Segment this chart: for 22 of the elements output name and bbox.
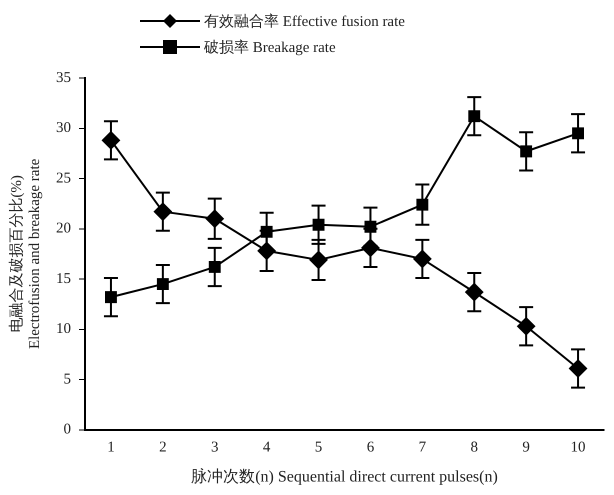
x-tick-label: 7: [418, 440, 427, 456]
x-axis-title: 脉冲次数(n) Sequential direct current pulses(n): [191, 468, 498, 486]
x-tick-label: 6: [366, 440, 375, 456]
y-tick-label: 35: [56, 70, 71, 86]
y-tick-label: 30: [56, 120, 71, 136]
x-tick-label: 9: [522, 440, 530, 456]
y-tick-label: 25: [56, 170, 71, 186]
x-tick-label: 10: [570, 440, 586, 456]
y-tick-label: 5: [64, 371, 71, 388]
x-tick-label: 1: [107, 440, 115, 456]
x-tick-label: 4: [262, 440, 271, 456]
x-tick-label: 2: [159, 440, 167, 456]
legend-label: 破损率 Breakage rate: [204, 38, 336, 56]
y-tick-label: 10: [56, 321, 71, 338]
y-axis-title: 电融合及破损百分比(%) Electrofusion and breakage rate: [8, 158, 43, 350]
y-tick-label: 15: [56, 270, 71, 287]
x-tick-label: 8: [470, 440, 478, 456]
y-tick-label: 20: [56, 220, 71, 237]
x-tick-label: 3: [211, 440, 218, 456]
x-tick-label: 5: [314, 440, 322, 456]
legend-label: 有效融合率 Effective fusion rate: [204, 12, 405, 30]
y-tick-label: 0: [64, 422, 71, 438]
